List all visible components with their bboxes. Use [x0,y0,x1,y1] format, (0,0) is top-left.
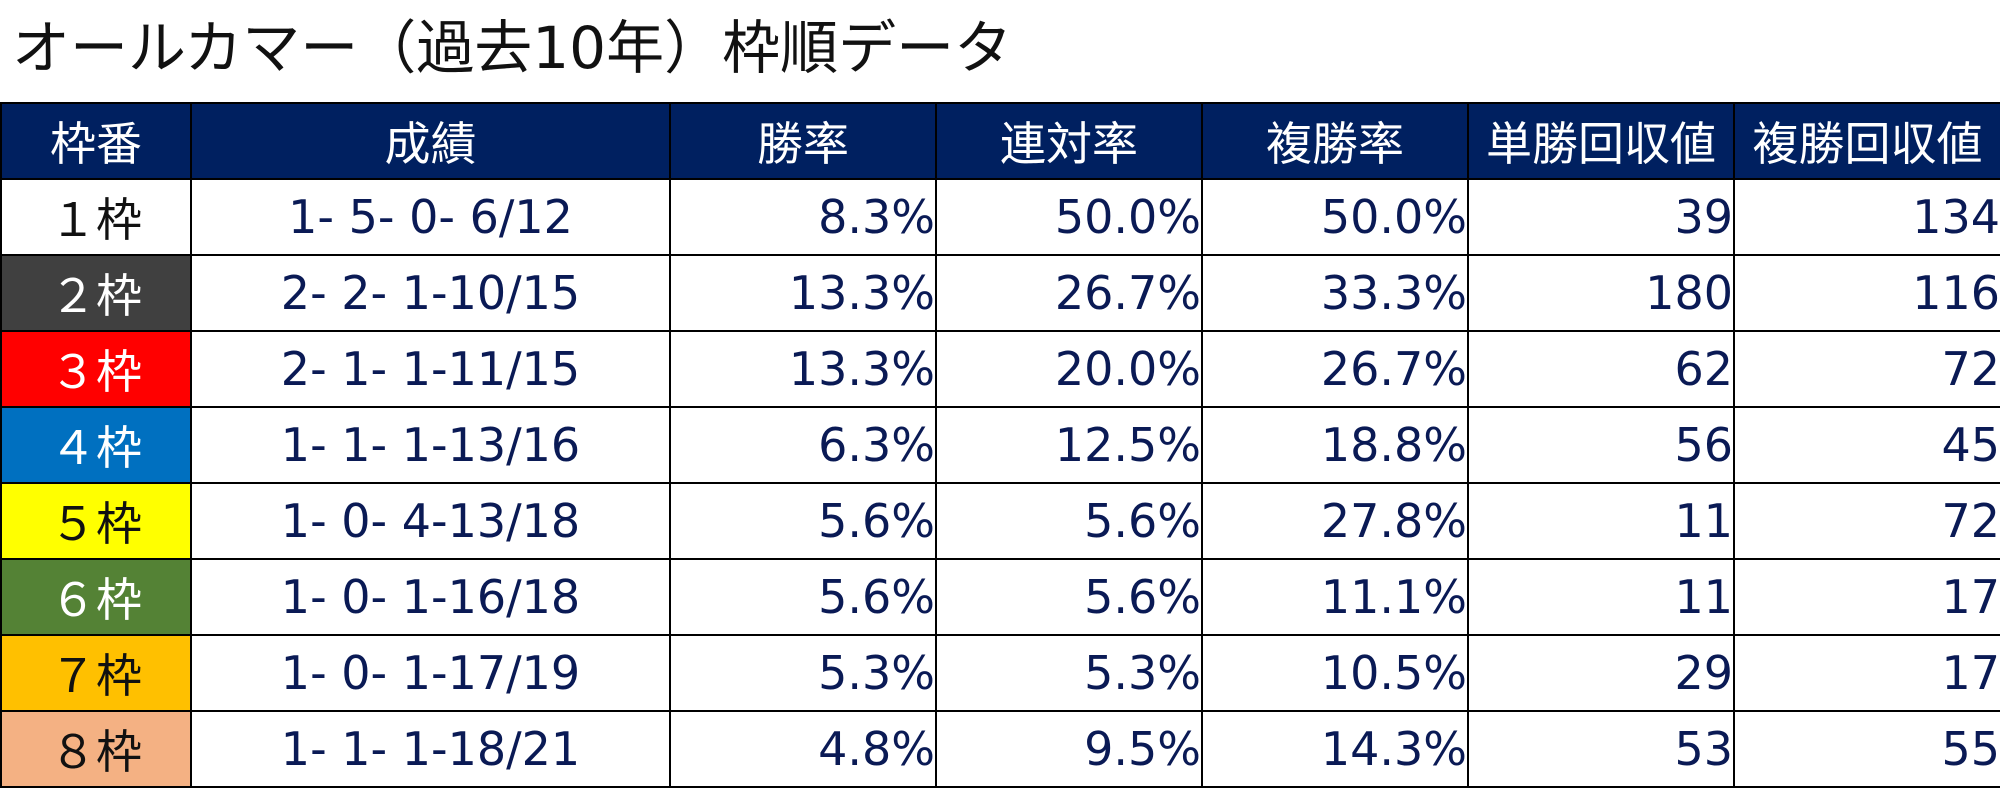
win-return-cell: 62 [1467,330,1735,408]
show-return-cell: 45 [1733,406,2000,484]
table-row: ５枠 1- 0- 4-13/18 5.6% 5.6% 27.8% 11 72 [0,482,2000,560]
show-rate-cell: 26.7% [1201,330,1469,408]
header-quinella-rate: 連対率 [935,102,1203,180]
waku-cell: ６枠 [0,558,192,636]
header-record: 成績 [190,102,671,180]
show-rate-cell: 10.5% [1201,634,1469,712]
table-header-row: 枠番 成績 勝率 連対率 複勝率 単勝回収値 複勝回収値 [0,102,2000,180]
show-return-cell: 17 [1733,634,2000,712]
show-rate-cell: 18.8% [1201,406,1469,484]
show-return-cell: 72 [1733,330,2000,408]
table-row: ６枠 1- 0- 1-16/18 5.6% 5.6% 11.1% 11 17 [0,558,2000,636]
waku-cell: １枠 [0,178,192,256]
win-return-cell: 53 [1467,710,1735,788]
win-return-cell: 11 [1467,482,1735,560]
table-row: ３枠 2- 1- 1-11/15 13.3% 20.0% 26.7% 62 72 [0,330,2000,408]
win-return-cell: 39 [1467,178,1735,256]
header-show-rate: 複勝率 [1201,102,1469,180]
win-return-cell: 180 [1467,254,1735,332]
table-row: １枠 1- 5- 0- 6/12 8.3% 50.0% 50.0% 39 134 [0,178,2000,256]
show-rate-cell: 33.3% [1201,254,1469,332]
record-cell: 1- 5- 0- 6/12 [190,178,671,256]
page-title: オールカマー（過去10年）枠順データ [12,14,1013,82]
record-cell: 1- 0- 4-13/18 [190,482,671,560]
table-row: ８枠 1- 1- 1-18/21 4.8% 9.5% 14.3% 53 55 [0,710,2000,788]
quinella-rate-cell: 5.6% [935,482,1203,560]
win-rate-cell: 5.3% [669,634,937,712]
table-row: ２枠 2- 2- 1-10/15 13.3% 26.7% 33.3% 180 1… [0,254,2000,332]
quinella-rate-cell: 5.3% [935,634,1203,712]
show-rate-cell: 27.8% [1201,482,1469,560]
show-return-cell: 134 [1733,178,2000,256]
show-return-cell: 17 [1733,558,2000,636]
show-rate-cell: 11.1% [1201,558,1469,636]
win-rate-cell: 5.6% [669,558,937,636]
header-waku: 枠番 [0,102,192,180]
win-rate-cell: 4.8% [669,710,937,788]
quinella-rate-cell: 50.0% [935,178,1203,256]
win-return-cell: 11 [1467,558,1735,636]
win-rate-cell: 5.6% [669,482,937,560]
win-rate-cell: 6.3% [669,406,937,484]
record-cell: 2- 1- 1-11/15 [190,330,671,408]
show-return-cell: 55 [1733,710,2000,788]
record-cell: 1- 1- 1-18/21 [190,710,671,788]
waku-cell: ８枠 [0,710,192,788]
table-row: ７枠 1- 0- 1-17/19 5.3% 5.3% 10.5% 29 17 [0,634,2000,712]
header-show-return: 複勝回収値 [1733,102,2000,180]
record-cell: 1- 0- 1-16/18 [190,558,671,636]
waku-cell: ３枠 [0,330,192,408]
record-cell: 2- 2- 1-10/15 [190,254,671,332]
quinella-rate-cell: 5.6% [935,558,1203,636]
record-cell: 1- 1- 1-13/16 [190,406,671,484]
record-cell: 1- 0- 1-17/19 [190,634,671,712]
show-rate-cell: 14.3% [1201,710,1469,788]
quinella-rate-cell: 20.0% [935,330,1203,408]
quinella-rate-cell: 26.7% [935,254,1203,332]
frame-stats-table: 枠番 成績 勝率 連対率 複勝率 単勝回収値 複勝回収値 １枠 1- 5- 0-… [0,102,2000,788]
win-rate-cell: 13.3% [669,254,937,332]
win-return-cell: 29 [1467,634,1735,712]
show-return-cell: 72 [1733,482,2000,560]
waku-cell: ７枠 [0,634,192,712]
show-rate-cell: 50.0% [1201,178,1469,256]
quinella-rate-cell: 12.5% [935,406,1203,484]
win-return-cell: 56 [1467,406,1735,484]
header-win-return: 単勝回収値 [1467,102,1735,180]
table-row: ４枠 1- 1- 1-13/16 6.3% 12.5% 18.8% 56 45 [0,406,2000,484]
quinella-rate-cell: 9.5% [935,710,1203,788]
header-win-rate: 勝率 [669,102,937,180]
waku-cell: ５枠 [0,482,192,560]
show-return-cell: 116 [1733,254,2000,332]
win-rate-cell: 13.3% [669,330,937,408]
win-rate-cell: 8.3% [669,178,937,256]
waku-cell: ４枠 [0,406,192,484]
waku-cell: ２枠 [0,254,192,332]
